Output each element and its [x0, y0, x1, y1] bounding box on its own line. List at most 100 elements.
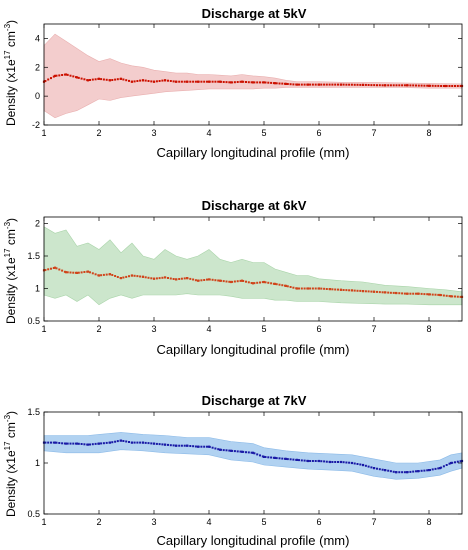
data-point [83, 443, 86, 446]
data-point [281, 82, 284, 85]
x-tick-label: 1 [41, 128, 46, 138]
data-point [417, 292, 420, 295]
data-point [412, 470, 415, 473]
data-point [284, 457, 286, 460]
data-point [278, 82, 281, 85]
data-point [314, 287, 317, 290]
data-point [206, 445, 208, 448]
data-point [437, 467, 440, 470]
data-point [325, 288, 328, 290]
data-point [125, 440, 128, 443]
data-point [406, 292, 409, 295]
data-point [440, 294, 443, 297]
data-point [286, 458, 289, 461]
data-point [80, 443, 83, 445]
data-point [72, 271, 75, 274]
data-point [91, 443, 94, 446]
data-point [409, 292, 412, 295]
y-axis-label-unit: cm [4, 31, 18, 50]
y-axis-label-exp1: 17 [3, 441, 12, 450]
data-point [247, 281, 250, 284]
data-point [105, 273, 108, 276]
data-point [451, 85, 454, 87]
x-tick-label: 1 [41, 324, 46, 334]
data-point [409, 84, 412, 87]
data-point [403, 471, 406, 474]
y-axis-label-main: Density (x1e [4, 450, 18, 517]
data-point [356, 83, 359, 86]
data-point [233, 450, 236, 453]
data-point [161, 443, 164, 446]
y-tick-label: 2 [35, 62, 40, 72]
data-point [434, 467, 437, 470]
data-point [339, 461, 342, 463]
data-point [153, 277, 156, 280]
data-point [331, 288, 334, 291]
data-point [128, 79, 130, 82]
data-point [128, 441, 130, 443]
data-point [139, 79, 142, 82]
data-point [300, 459, 303, 462]
data-point [217, 279, 220, 282]
data-point [289, 83, 292, 86]
data-point [214, 80, 217, 83]
data-point [392, 470, 395, 473]
x-axis-label: Capillary longitudinal profile (mm) [157, 533, 350, 548]
data-point [459, 85, 462, 87]
data-point [438, 467, 442, 470]
data-point [50, 77, 52, 80]
data-point [229, 449, 233, 452]
data-point [102, 78, 105, 81]
data-point [398, 84, 401, 87]
data-point [236, 280, 239, 283]
data-point [144, 276, 147, 279]
data-point [175, 80, 178, 83]
y-axis-label-exp1: 17 [3, 248, 12, 257]
data-point [373, 84, 376, 87]
data-point [144, 79, 147, 82]
data-point [231, 280, 234, 283]
data-point [337, 288, 339, 291]
data-point [164, 276, 167, 279]
data-point [155, 277, 158, 280]
data-point [292, 83, 295, 86]
data-point [423, 293, 426, 296]
data-point [259, 454, 261, 457]
data-point [211, 278, 214, 281]
data-point [423, 469, 426, 472]
data-point [362, 464, 365, 467]
data-point [91, 78, 94, 81]
data-point [239, 450, 242, 453]
data-point [311, 83, 314, 86]
data-point [423, 84, 426, 87]
data-point [331, 461, 334, 463]
data-point [222, 81, 225, 83]
x-tick-label: 4 [206, 517, 211, 527]
x-tick-label: 7 [371, 128, 376, 138]
data-point [147, 80, 150, 82]
data-point [348, 83, 351, 86]
data-point [256, 281, 259, 284]
data-point [211, 446, 214, 449]
data-point [300, 83, 303, 86]
data-point [337, 461, 339, 463]
data-point [348, 289, 351, 292]
data-point [431, 84, 434, 87]
data-point [203, 80, 206, 83]
data-point [267, 81, 270, 84]
data-point [256, 81, 259, 84]
data-point [339, 288, 342, 291]
data-point [128, 275, 130, 278]
x-tick-label: 7 [371, 324, 376, 334]
data-point [250, 451, 253, 454]
data-point [262, 455, 266, 458]
data-point [264, 81, 267, 84]
data-point [401, 471, 404, 474]
data-point [281, 457, 284, 460]
data-point [337, 83, 339, 86]
data-point [161, 79, 164, 82]
data-point [389, 84, 392, 87]
data-point [267, 456, 270, 459]
data-point [97, 77, 100, 80]
data-point [317, 83, 320, 86]
